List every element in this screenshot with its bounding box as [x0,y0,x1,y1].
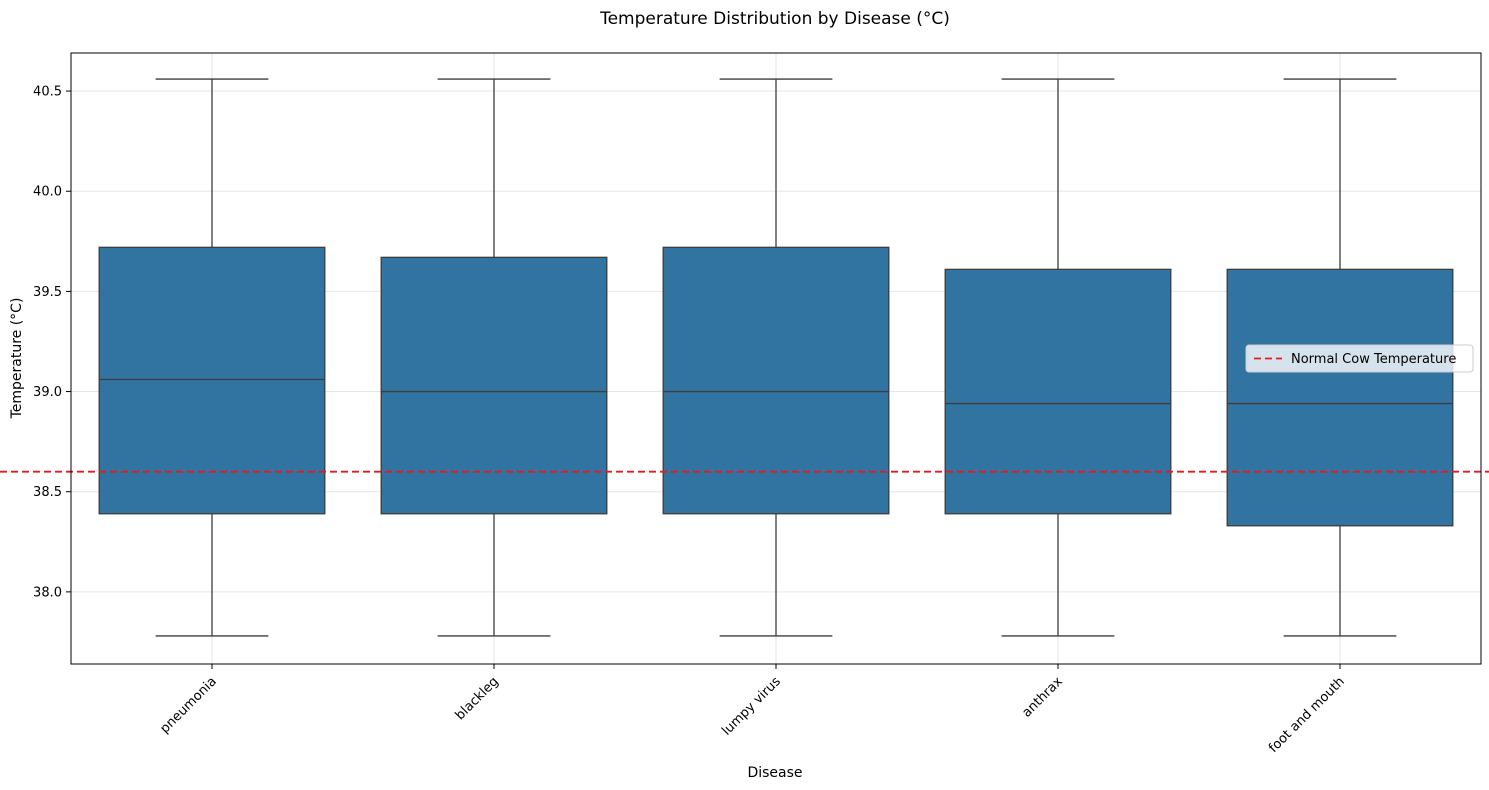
legend-label: Normal Cow Temperature [1291,352,1456,367]
iqr-box [662,246,890,515]
x-axis-title: Disease [747,765,802,781]
x-tick-label: foot and mouth [1266,674,1348,756]
y-axis-title: Temperature (°C) [9,298,25,420]
legend: Normal Cow Temperature [1245,344,1474,373]
iqr-box [1226,268,1454,527]
iqr-box [380,256,608,515]
box-anthrax [944,78,1172,637]
chart-title: Temperature Distribution by Disease (°C) [599,9,950,29]
x-tick-label: pneumonia [157,674,219,736]
box-pneumonia [98,78,326,637]
x-tick-label: blackleg [453,674,502,723]
y-tick-label: 40.5 [33,85,62,100]
y-tick-label: 38.0 [33,585,62,600]
x-tick-label: lumpy virus [719,674,784,739]
box-foot-and-mouth [1226,78,1454,637]
y-tick-label: 39.5 [33,285,62,300]
y-axis: 38.0 38.5 39.0 39.5 40.0 40.5 [33,85,71,600]
x-axis: pneumonia blackleg lumpy virus anthrax foot … [157,664,1348,756]
y-tick-label: 38.5 [33,485,62,500]
x-tick-label: anthrax [1019,674,1066,721]
y-tick-label: 39.0 [33,385,62,400]
iqr-box [944,268,1172,515]
legend-box [1245,344,1474,373]
box-series [98,78,1454,637]
y-tick-label: 40.0 [33,185,62,200]
box-lumpy-virus [662,78,890,637]
iqr-box [98,246,326,515]
box-blackleg [380,78,608,637]
